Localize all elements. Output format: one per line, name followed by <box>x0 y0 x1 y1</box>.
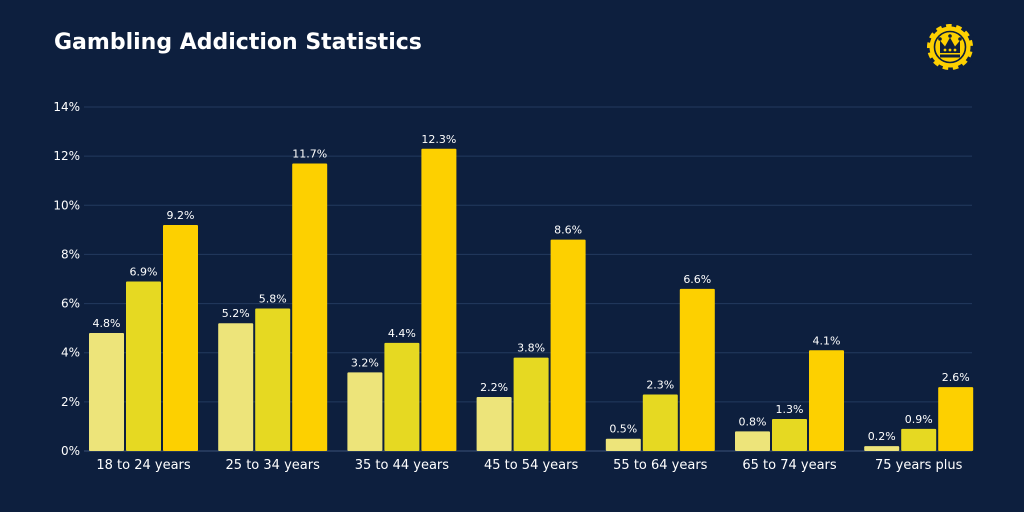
bar <box>809 350 844 451</box>
data-label: 0.8% <box>739 415 767 428</box>
bar <box>513 357 549 451</box>
bar <box>938 387 974 451</box>
category-label: 75 years plus <box>875 458 963 473</box>
bar <box>218 323 254 451</box>
y-tick-label: 4% <box>61 346 80 360</box>
crown-chip-icon <box>926 23 974 71</box>
y-tick-label: 6% <box>61 297 80 311</box>
data-label: 0.5% <box>609 423 637 436</box>
bar <box>901 428 937 451</box>
bar <box>126 281 161 451</box>
bar <box>421 148 457 451</box>
bar <box>735 431 770 451</box>
bar <box>292 163 328 451</box>
data-label: 5.8% <box>259 292 287 305</box>
bar <box>772 419 807 451</box>
data-label: 6.6% <box>683 273 711 286</box>
data-label: 9.2% <box>167 209 195 222</box>
data-label: 0.9% <box>905 413 933 426</box>
data-label: 11.7% <box>292 148 327 161</box>
bar <box>255 308 291 451</box>
bar <box>550 239 586 451</box>
data-label: 4.8% <box>93 317 121 330</box>
bar <box>476 396 512 451</box>
bar <box>89 333 124 451</box>
data-label: 2.3% <box>646 378 674 391</box>
data-label: 2.2% <box>480 381 508 394</box>
bar <box>679 288 715 451</box>
chart-title: Gambling Addiction Statistics <box>54 30 422 55</box>
category-label: 65 to 74 years <box>742 458 837 473</box>
y-tick-label: 12% <box>53 149 80 163</box>
y-tick-label: 0% <box>61 444 80 458</box>
data-labels: 4.8% 6.9% 9.2% 5.2% 5.8% 11.7% 3.2% 4.4% 12.3% 2.… <box>93 133 970 443</box>
data-label: 3.8% <box>517 342 545 355</box>
data-label: 4.1% <box>813 334 841 347</box>
category-label: 55 to 64 years <box>613 458 708 473</box>
data-label: 4.4% <box>388 327 416 340</box>
category-label: 45 to 54 years <box>484 458 579 473</box>
data-label: 1.3% <box>776 403 804 416</box>
y-tick-label: 14% <box>53 100 80 114</box>
data-label: 12.3% <box>421 133 456 146</box>
bar <box>347 372 383 451</box>
data-label: 2.6% <box>942 371 970 384</box>
bar <box>163 224 198 451</box>
category-labels: 18 to 24 years 25 to 34 years 35 to 44 yea… <box>96 458 962 473</box>
category-label: 35 to 44 years <box>355 458 450 473</box>
data-label: 0.2% <box>868 430 896 443</box>
y-tick-label: 8% <box>61 247 80 261</box>
bar <box>642 394 678 451</box>
bars <box>89 148 974 451</box>
category-label: 25 to 34 years <box>226 458 321 473</box>
data-label: 3.2% <box>351 356 379 369</box>
data-label: 5.2% <box>222 307 250 320</box>
bar <box>605 438 641 451</box>
data-label: 8.6% <box>554 224 582 237</box>
y-axis-ticks: 0% 2% 4% 6% 8% 10% 12% 14% <box>53 100 80 458</box>
data-label: 6.9% <box>130 265 158 278</box>
bar <box>864 446 900 451</box>
category-label: 18 to 24 years <box>96 458 191 473</box>
bar <box>384 342 420 451</box>
y-tick-label: 2% <box>61 395 80 409</box>
y-tick-label: 10% <box>53 198 80 212</box>
